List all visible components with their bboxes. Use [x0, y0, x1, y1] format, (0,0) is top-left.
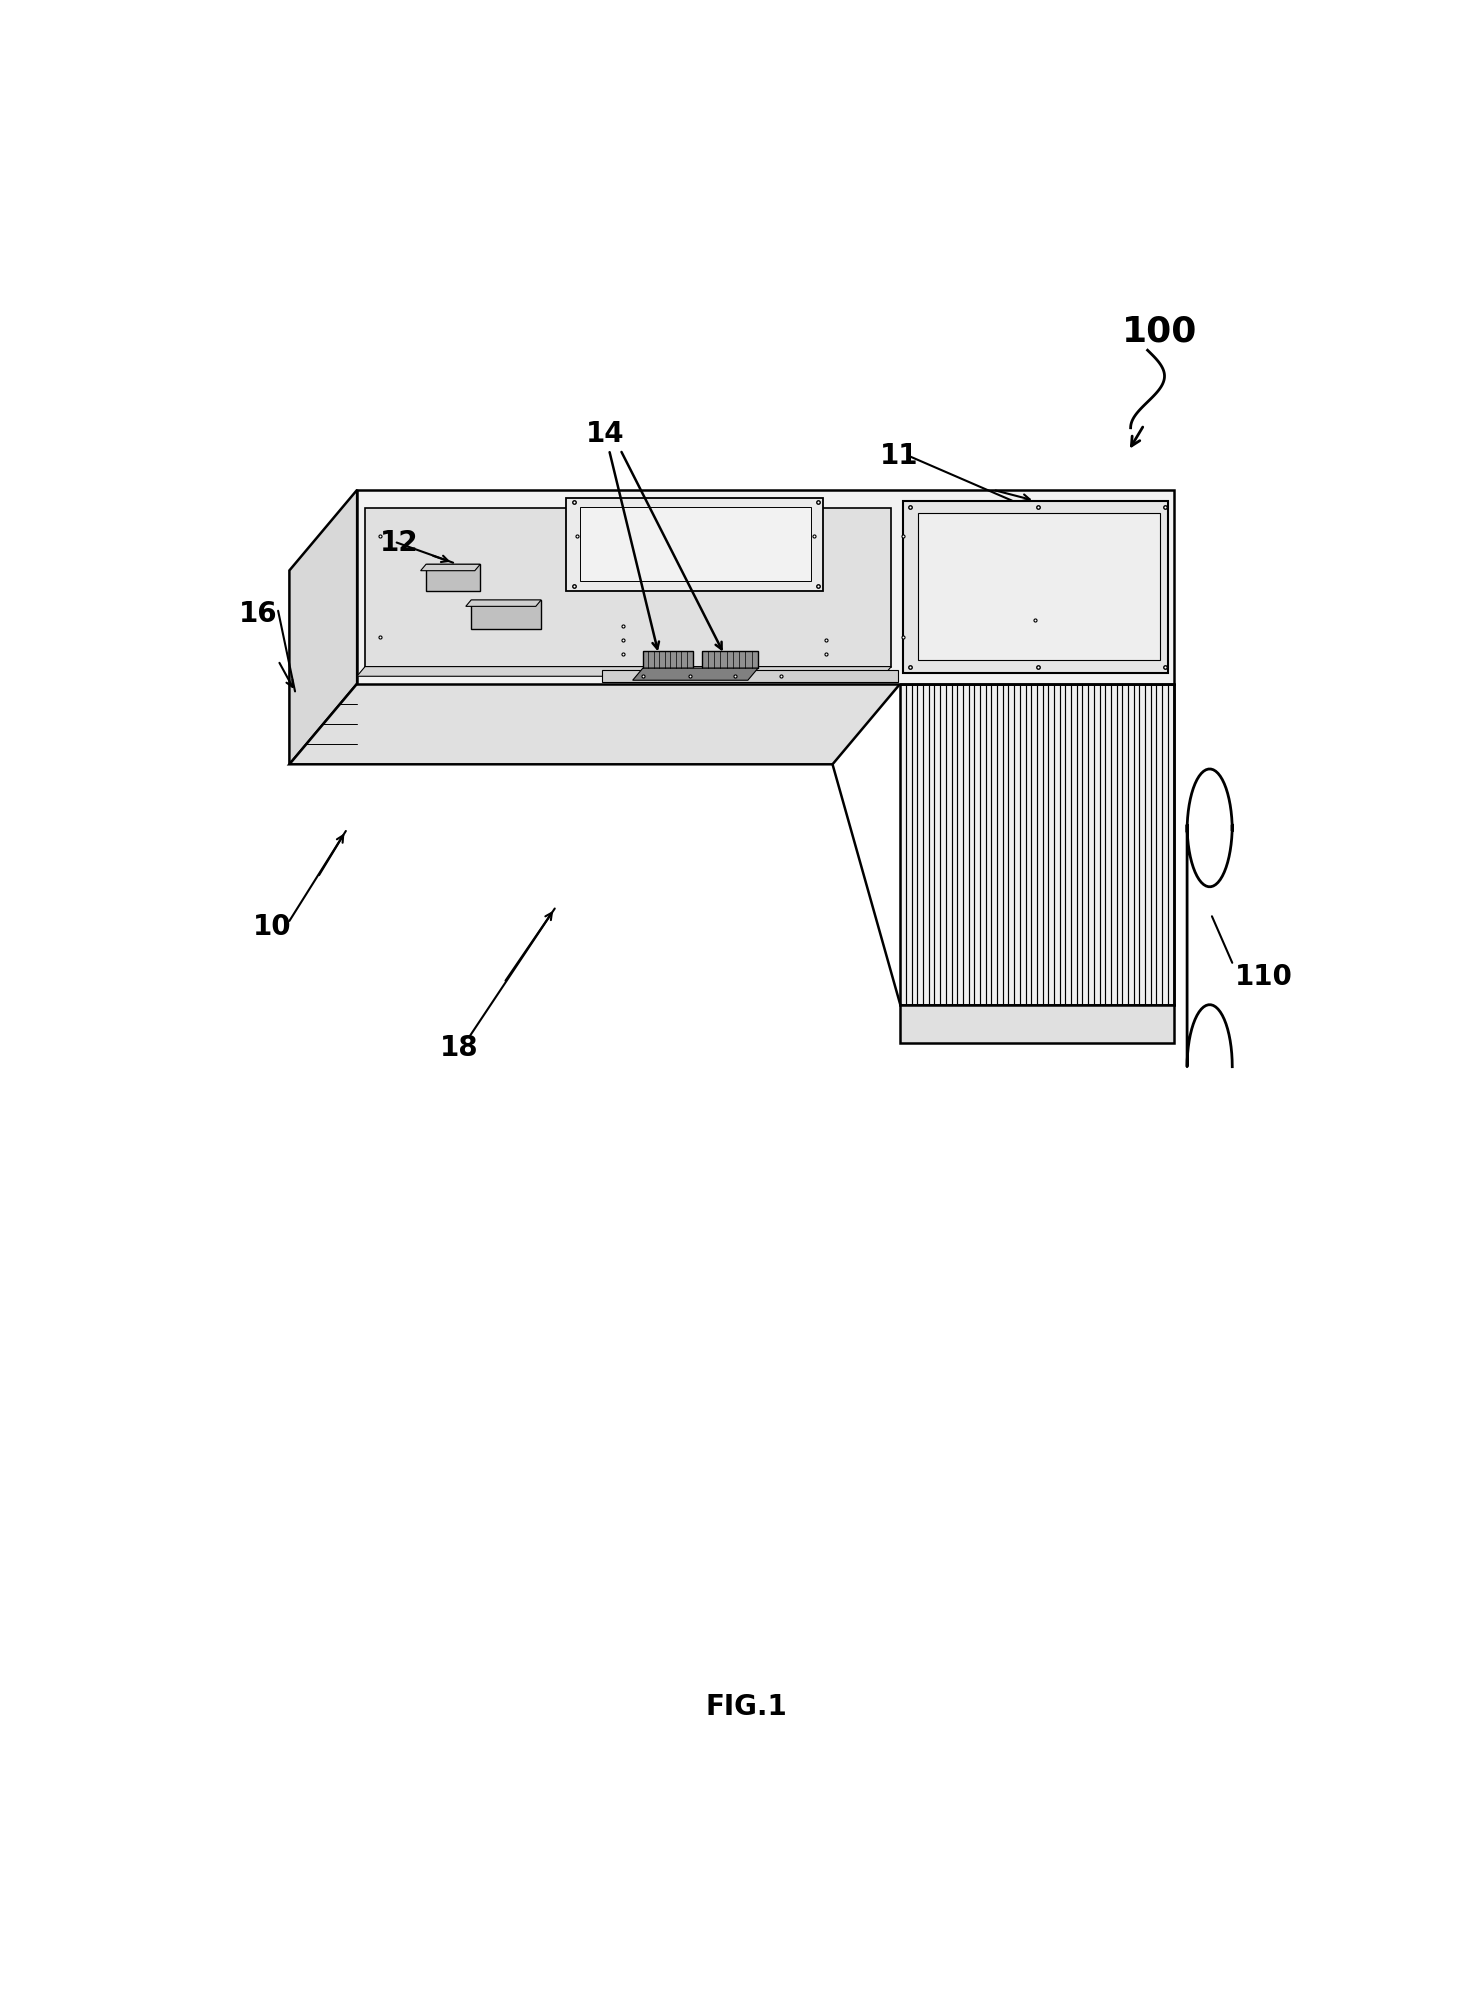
Text: 11: 11 — [880, 441, 918, 469]
Polygon shape — [580, 508, 812, 582]
Polygon shape — [902, 501, 1169, 673]
Polygon shape — [425, 564, 481, 590]
Polygon shape — [357, 489, 1173, 683]
Text: 14: 14 — [586, 421, 625, 447]
Polygon shape — [701, 651, 758, 669]
Text: 18: 18 — [440, 1033, 478, 1061]
Polygon shape — [290, 489, 357, 763]
Polygon shape — [918, 514, 1160, 661]
Polygon shape — [466, 600, 541, 606]
Polygon shape — [366, 508, 892, 667]
Polygon shape — [900, 683, 1173, 1005]
Polygon shape — [643, 651, 692, 669]
Polygon shape — [357, 667, 892, 677]
Text: 100: 100 — [1122, 314, 1198, 348]
Polygon shape — [632, 669, 758, 681]
Polygon shape — [565, 497, 823, 590]
Polygon shape — [900, 1005, 1173, 1043]
Text: FIG.1: FIG.1 — [705, 1694, 788, 1722]
Text: 16: 16 — [239, 600, 277, 628]
Polygon shape — [602, 671, 898, 683]
Text: 10: 10 — [254, 912, 291, 941]
Text: 12: 12 — [380, 528, 418, 556]
Polygon shape — [421, 564, 481, 570]
Polygon shape — [290, 683, 900, 763]
Polygon shape — [471, 600, 541, 628]
Text: 110: 110 — [1234, 963, 1292, 991]
